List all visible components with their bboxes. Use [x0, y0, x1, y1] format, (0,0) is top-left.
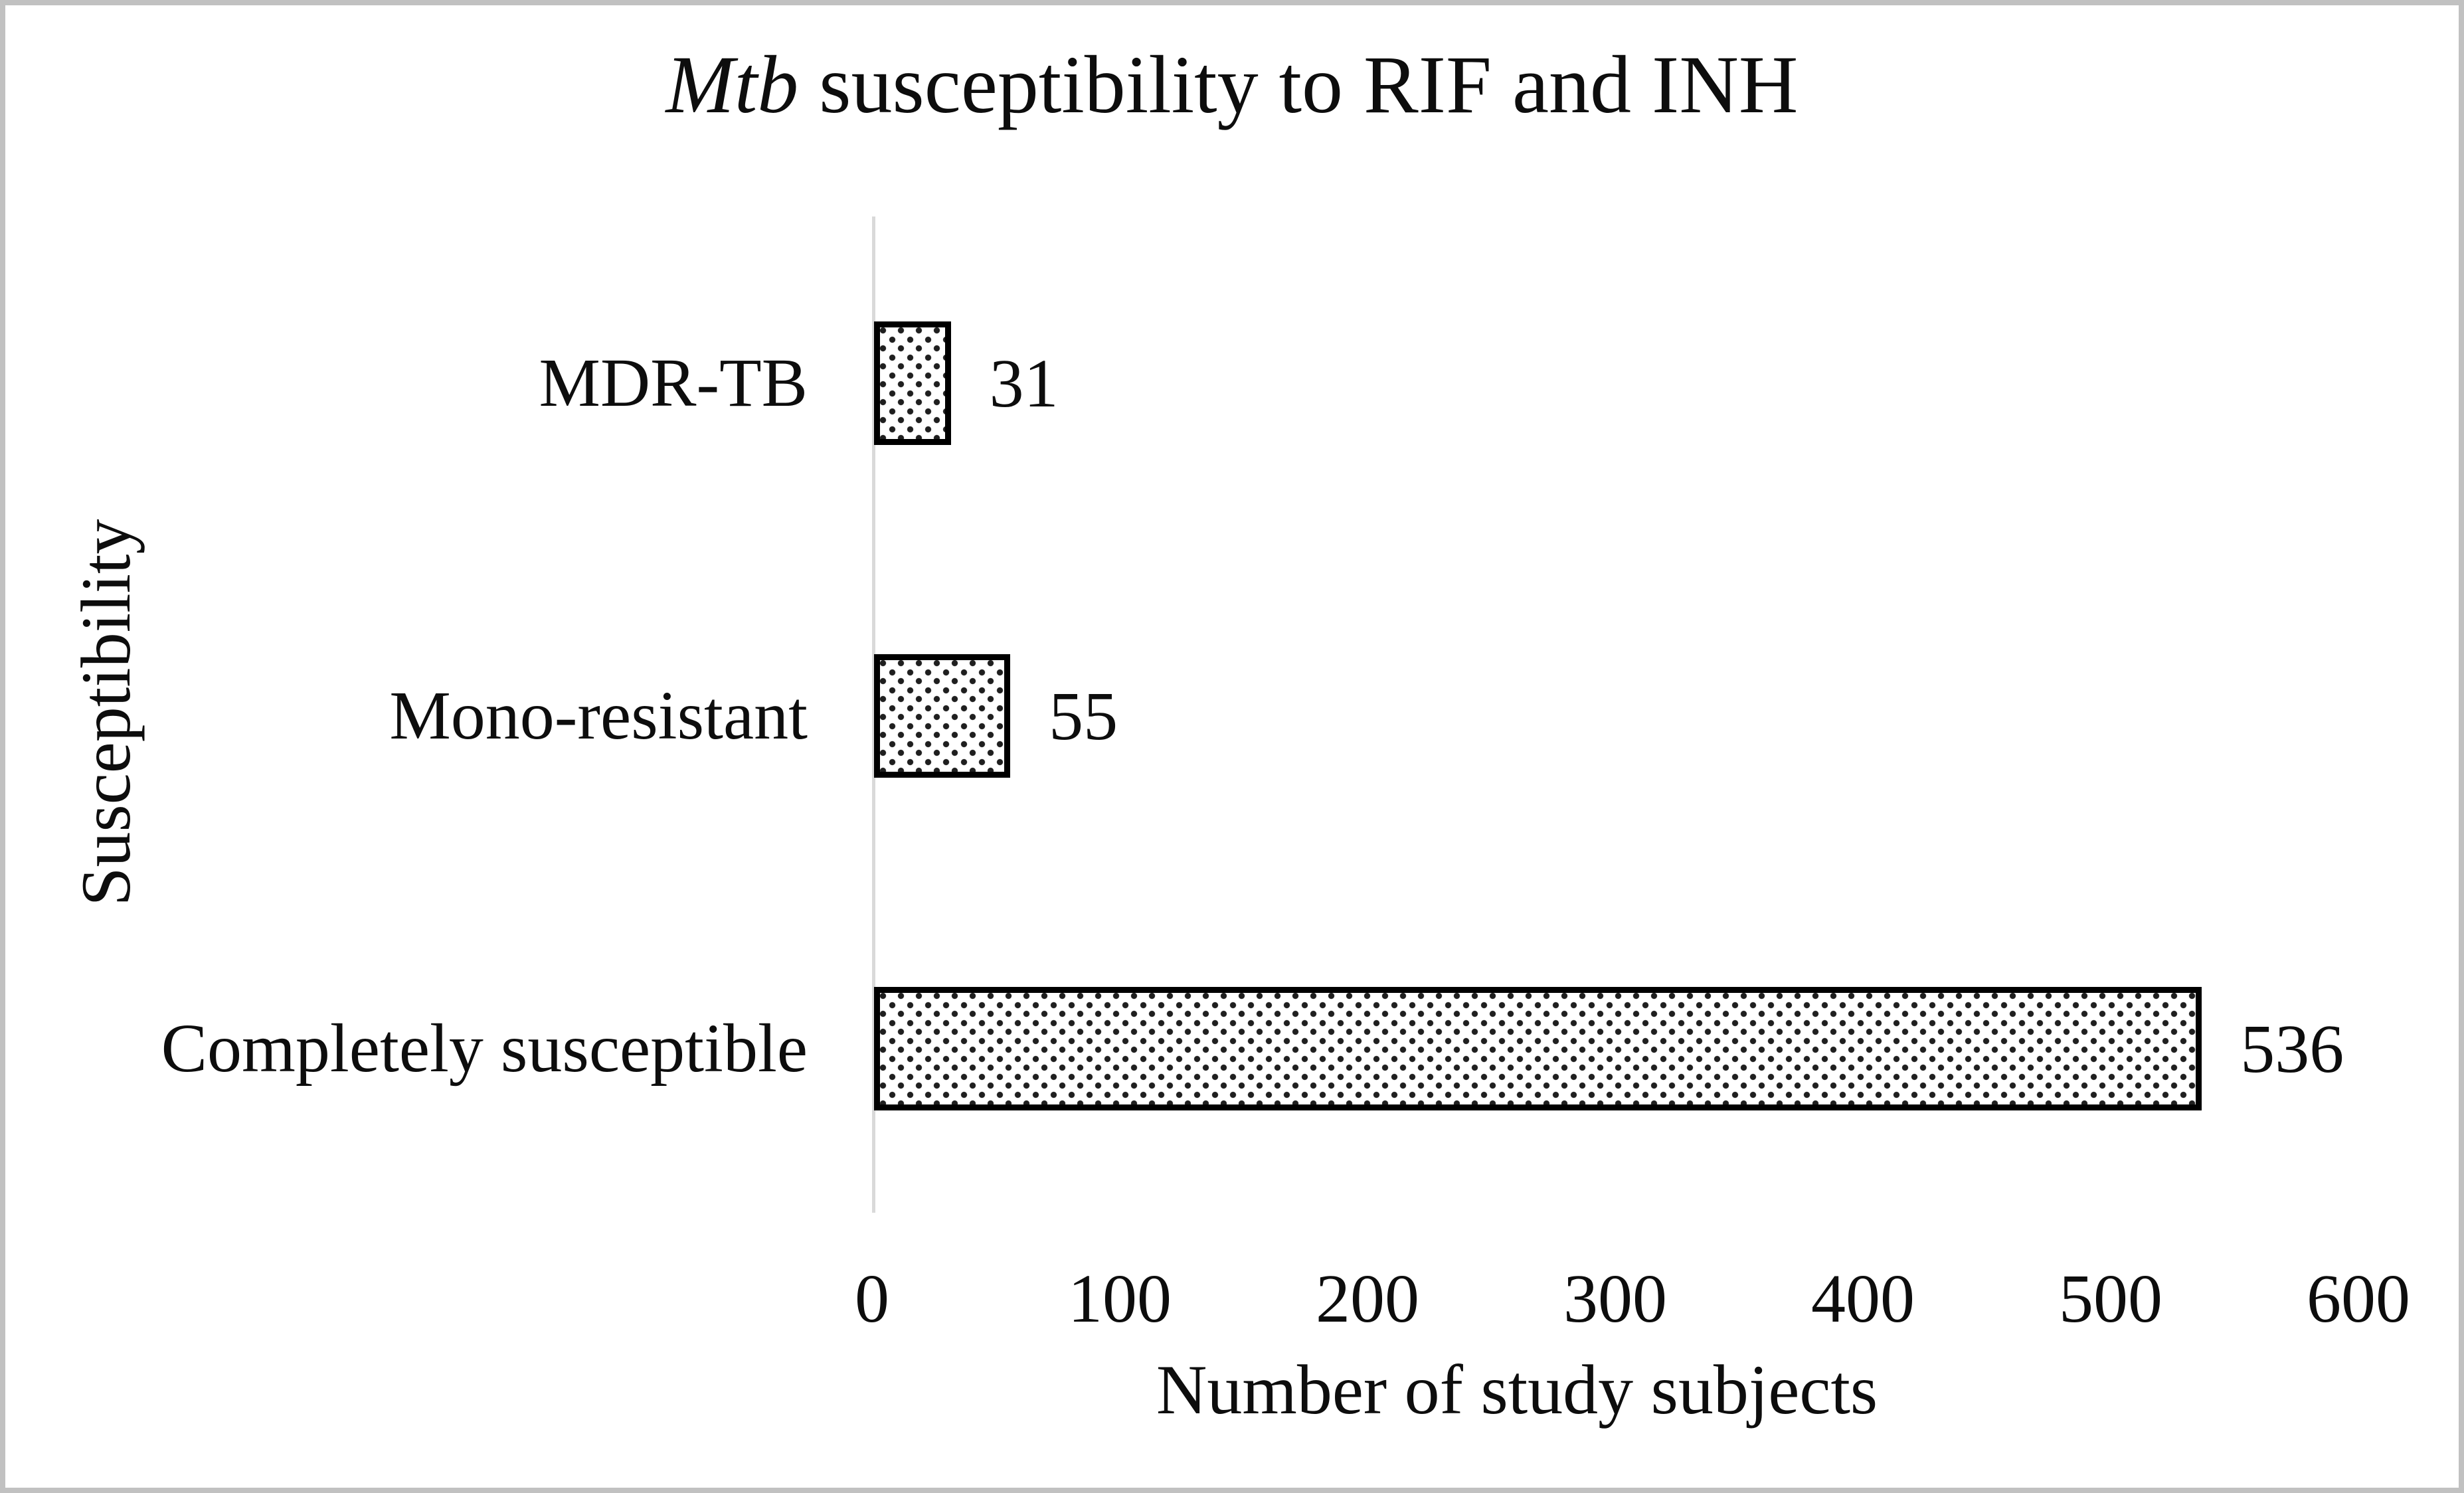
- bar-mono-resistant: [874, 654, 1011, 778]
- bar-row-mdr-tb: MDR-TB 31: [5, 321, 2459, 445]
- category-label: Mono-resistant: [389, 677, 808, 754]
- x-tick-label: 100: [1068, 1261, 1172, 1337]
- x-axis-ticks: 0 100 200 300 400 500 600: [855, 1259, 2410, 1352]
- bar-completely-susceptible: [874, 987, 2202, 1110]
- chart-title-rest: susceptibility to RIF and INH: [798, 39, 1799, 130]
- x-tick-label: 300: [1563, 1261, 1667, 1337]
- category-label: MDR-TB: [539, 344, 808, 421]
- x-tick-label: 600: [2307, 1261, 2410, 1337]
- plot-area: Susceptibility MDR-TB 31 Mono-resistant …: [5, 5, 2459, 1488]
- x-tick-label: 400: [1811, 1261, 1915, 1337]
- bar-mdr-tb: [874, 321, 951, 445]
- x-tick-label: 0: [855, 1261, 889, 1337]
- data-label: 55: [1049, 677, 1118, 754]
- chart-title-italic-part: Mtb: [665, 39, 799, 130]
- category-label: Completely susceptible: [161, 1010, 808, 1087]
- data-label: 31: [989, 345, 1059, 422]
- bar-row-mono-resistant: Mono-resistant 55: [5, 654, 2459, 778]
- bar-row-completely-susceptible: Completely susceptible 536: [5, 987, 2459, 1110]
- data-label: 536: [2240, 1010, 2344, 1087]
- x-tick-label: 500: [2059, 1261, 2162, 1337]
- y-axis-line: [872, 217, 875, 1213]
- x-tick-label: 200: [1316, 1261, 1419, 1337]
- x-axis-title: Number of study subjects: [1156, 1351, 1878, 1429]
- chart-title: Mtb susceptibility to RIF and INH: [5, 33, 2459, 136]
